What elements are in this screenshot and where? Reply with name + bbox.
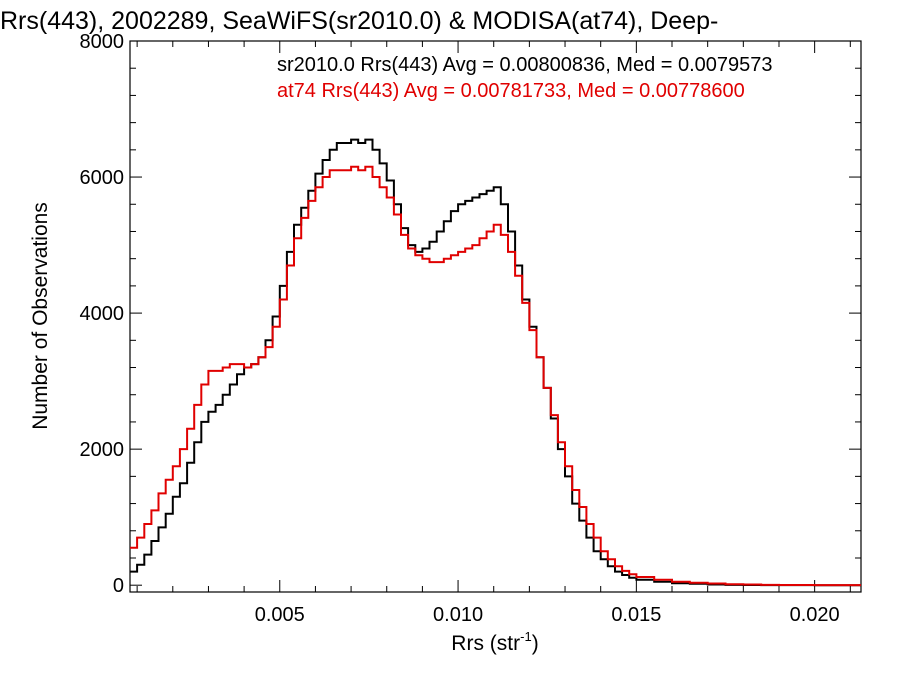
x-axis-title: Rrs (str-1): [451, 629, 538, 655]
x-tick-label: 0.005: [255, 604, 305, 626]
annotation-at74-stats: at74 Rrs(443) Avg = 0.00781733, Med = 0.…: [277, 80, 745, 102]
y-tick-label: 4000: [80, 303, 125, 325]
y-tick-label: 0: [113, 575, 124, 597]
chart-title: Rrs(443), 2002289, SeaWiFS(sr2010.0) & M…: [0, 7, 718, 35]
series-lines: [130, 138, 861, 587]
x-axis-title-superscript: -1: [520, 629, 532, 644]
y-tick-label: 8000: [80, 31, 125, 53]
legend-annotations: sr2010.0 Rrs(443) Avg = 0.00800836, Med …: [277, 54, 773, 102]
axis-ticks: [130, 40, 861, 592]
x-axis-title-main: Rrs (str: [451, 632, 520, 655]
y-tick-label: 6000: [80, 167, 125, 189]
plot-frame: [129, 40, 862, 593]
y-axis-title: Number of Observations: [29, 202, 52, 430]
axis-tick-labels: 0.005 0.010 0.015 0.020 0 2000 4000 6000 8000: [80, 31, 840, 626]
x-tick-label: 0.015: [611, 604, 661, 626]
series-sr2010-line: [130, 138, 861, 587]
y-tick-label: 2000: [80, 439, 125, 461]
x-tick-label: 0.020: [790, 604, 840, 626]
series-at74-line: [130, 165, 861, 587]
x-tick-label: 0.010: [433, 604, 483, 626]
x-axis-title-tail: ): [532, 632, 539, 655]
annotation-sr2010-stats: sr2010.0 Rrs(443) Avg = 0.00800836, Med …: [277, 54, 773, 76]
